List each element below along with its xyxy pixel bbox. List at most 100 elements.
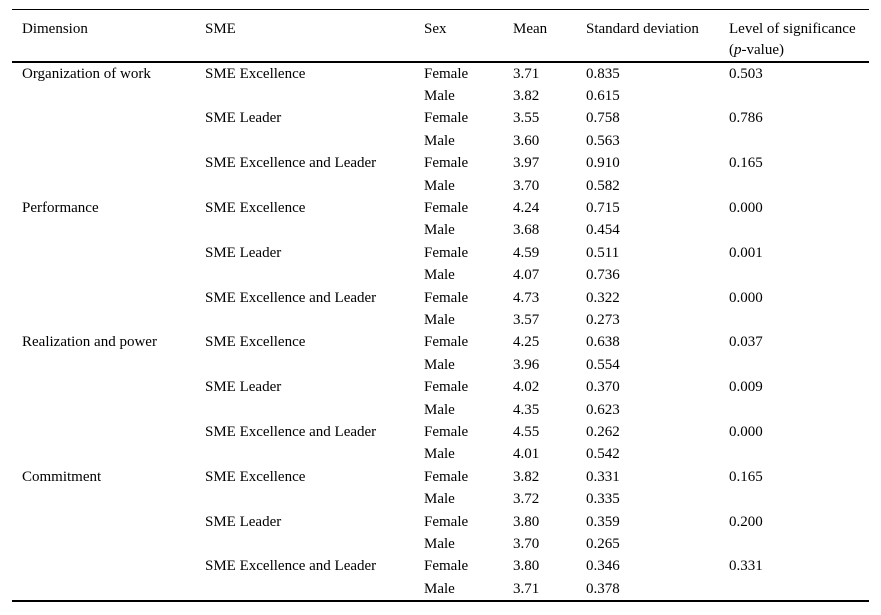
cell-sd: 0.359 xyxy=(586,513,620,530)
cell-mean: 3.55 xyxy=(513,110,540,127)
cell-sme: SME Leader xyxy=(205,110,282,127)
cell-dimension xyxy=(12,220,205,242)
cell-dimension xyxy=(12,511,205,533)
significance-header-paren-open: ( xyxy=(729,42,734,58)
cell-mean: 3.68 xyxy=(513,222,540,239)
cell-sme: SME Excellence xyxy=(205,468,306,485)
cell-sme: SME Excellence and Leader xyxy=(205,558,377,575)
cell-dimension: Realization and power xyxy=(22,334,157,351)
cell-p: 0.037 xyxy=(729,334,763,351)
cell-sex: Female xyxy=(424,513,469,530)
table-row: Organization of work SME Excellence Female… xyxy=(12,62,869,85)
table-row: SME Leader Female 3.80 0.359 0.200 xyxy=(12,511,869,533)
table-row: Male 3.70 0.265 xyxy=(12,533,869,555)
cell-sme: SME Excellence xyxy=(205,65,306,82)
cell-mean: 4.59 xyxy=(513,244,540,261)
cell-mean: 4.24 xyxy=(513,200,540,217)
cell-sex: Female xyxy=(424,334,469,351)
cell-sd: 0.563 xyxy=(586,132,620,149)
table-row: SME Excellence and Leader Female 4.55 0.262… xyxy=(12,421,869,443)
cell-sd: 0.910 xyxy=(586,155,620,172)
cell-dimension xyxy=(12,376,205,398)
statistics-table: Dimension SME Sex Mean Standard deviatio… xyxy=(12,9,869,603)
col-header-significance: Level of significance (p-value) xyxy=(729,9,869,63)
cell-p xyxy=(729,354,869,376)
table-row: Male 3.72 0.335 xyxy=(12,488,869,510)
cell-dimension xyxy=(12,175,205,197)
cell-sme: SME Excellence xyxy=(205,200,306,217)
cell-p: 0.000 xyxy=(729,289,763,306)
cell-sd: 0.758 xyxy=(586,110,620,127)
cell-sme: SME Excellence and Leader xyxy=(205,423,377,440)
cell-dimension xyxy=(12,556,205,578)
cell-sex: Male xyxy=(424,580,455,597)
significance-header-p-italic: p xyxy=(734,42,742,58)
cell-sd: 0.331 xyxy=(586,468,620,485)
table-row: Male 3.57 0.273 xyxy=(12,309,869,331)
cell-p xyxy=(729,578,869,601)
cell-sd: 0.715 xyxy=(586,200,620,217)
cell-sex: Female xyxy=(424,468,469,485)
cell-sex: Female xyxy=(424,155,469,172)
cell-p: 0.786 xyxy=(729,110,763,127)
table-row: SME Leader Female 4.02 0.370 0.009 xyxy=(12,376,869,398)
cell-mean: 3.60 xyxy=(513,132,540,149)
cell-sex: Male xyxy=(424,267,455,284)
cell-p: 0.503 xyxy=(729,65,763,82)
cell-p xyxy=(729,175,869,197)
cell-sme xyxy=(205,354,424,376)
cell-mean: 4.07 xyxy=(513,267,540,284)
cell-sd: 0.582 xyxy=(586,177,620,194)
cell-p xyxy=(729,533,869,555)
table-row: SME Excellence and Leader Female 4.73 0.322… xyxy=(12,287,869,309)
cell-p xyxy=(729,130,869,152)
cell-p xyxy=(729,265,869,287)
cell-sd: 0.454 xyxy=(586,222,620,239)
cell-p xyxy=(729,85,869,107)
cell-sex: Female xyxy=(424,200,469,217)
cell-sd: 0.378 xyxy=(586,580,620,597)
cell-p: 0.000 xyxy=(729,200,763,217)
cell-p: 0.009 xyxy=(729,379,763,396)
table-body: Organization of work SME Excellence Female… xyxy=(12,62,869,601)
table-row: SME Excellence and Leader Female 3.80 0.346… xyxy=(12,556,869,578)
table-row: Male 3.68 0.454 xyxy=(12,220,869,242)
cell-dimension xyxy=(12,444,205,466)
paper-table-area: Dimension SME Sex Mean Standard deviatio… xyxy=(12,9,869,603)
cell-p xyxy=(729,399,869,421)
cell-mean: 4.25 xyxy=(513,334,540,351)
cell-sd: 0.638 xyxy=(586,334,620,351)
cell-sex: Female xyxy=(424,289,469,306)
cell-p xyxy=(729,309,869,331)
cell-p: 0.165 xyxy=(729,468,763,485)
cell-p xyxy=(729,488,869,510)
cell-dimension xyxy=(12,85,205,107)
cell-mean: 4.01 xyxy=(513,446,540,463)
cell-sd: 0.542 xyxy=(586,446,620,463)
cell-mean: 3.80 xyxy=(513,558,540,575)
cell-mean: 4.35 xyxy=(513,401,540,418)
significance-header-paren-rest: -value) xyxy=(741,42,784,58)
cell-sex: Female xyxy=(424,110,469,127)
cell-sex: Male xyxy=(424,401,455,418)
cell-p xyxy=(729,444,869,466)
cell-p: 0.000 xyxy=(729,423,763,440)
cell-sme: SME Leader xyxy=(205,379,282,396)
cell-mean: 3.82 xyxy=(513,88,540,105)
cell-dimension xyxy=(12,421,205,443)
cell-sme xyxy=(205,130,424,152)
cell-mean: 4.73 xyxy=(513,289,540,306)
table-row: Realization and power SME Excellence Femal… xyxy=(12,332,869,354)
cell-sex: Male xyxy=(424,356,455,373)
cell-mean: 4.55 xyxy=(513,423,540,440)
cell-mean: 3.97 xyxy=(513,155,540,172)
cell-sd: 0.335 xyxy=(586,491,620,508)
cell-mean: 3.80 xyxy=(513,513,540,530)
cell-sd: 0.835 xyxy=(586,65,620,82)
cell-p: 0.001 xyxy=(729,244,763,261)
cell-sme: SME Excellence and Leader xyxy=(205,155,377,172)
cell-sme xyxy=(205,578,424,601)
cell-dimension xyxy=(12,287,205,309)
table-header: Dimension SME Sex Mean Standard deviatio… xyxy=(12,9,869,63)
col-header-sd: Standard deviation xyxy=(586,9,729,63)
